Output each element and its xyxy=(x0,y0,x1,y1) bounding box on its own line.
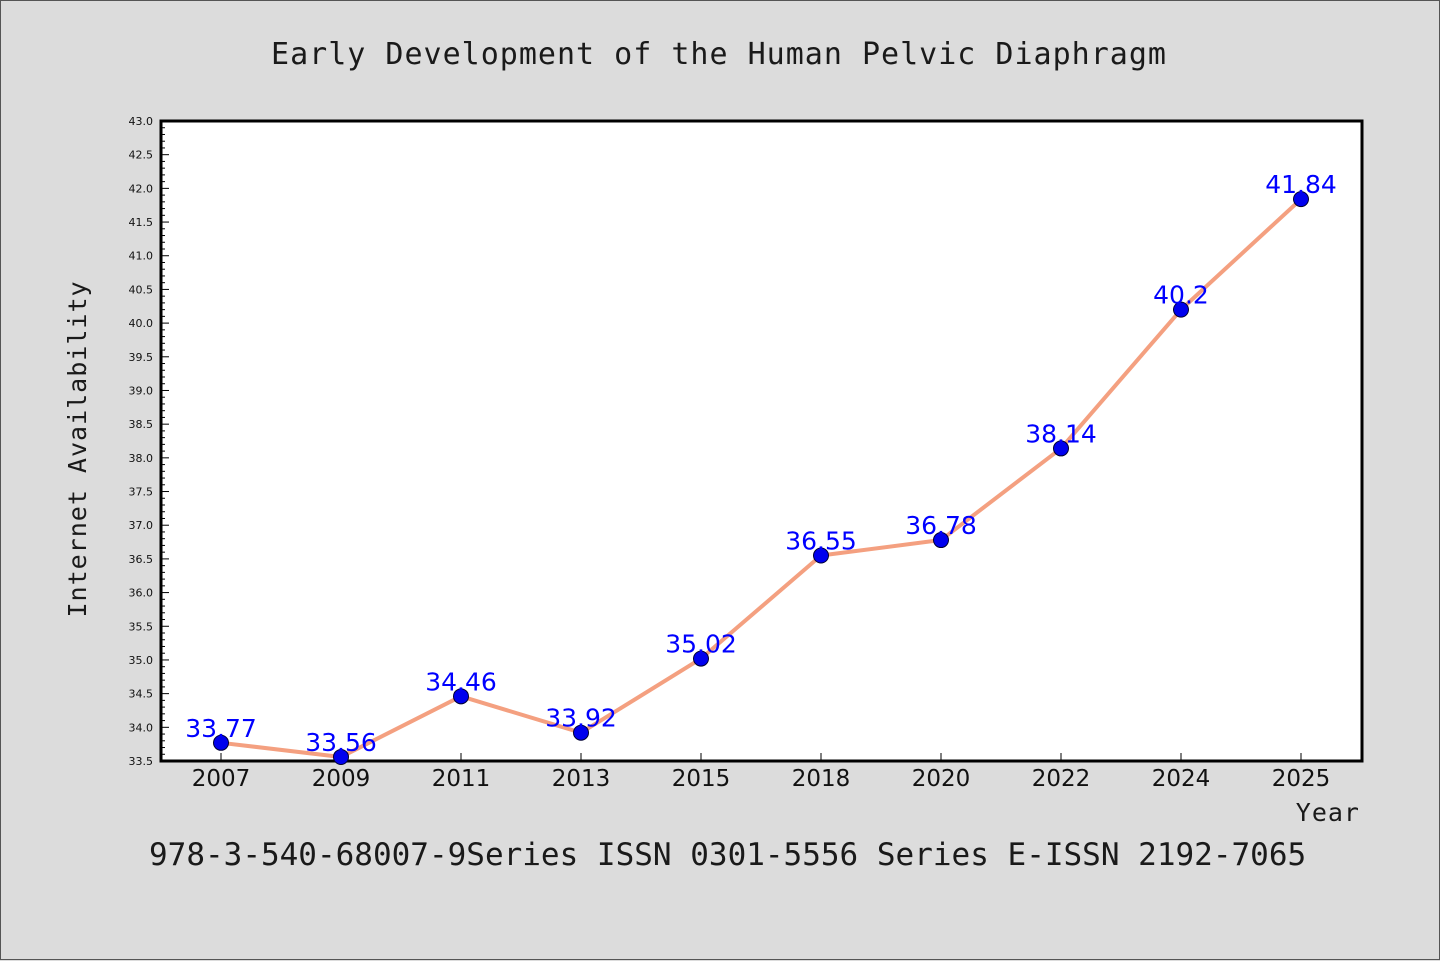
y-tick-label: 35.5 xyxy=(129,620,154,633)
data-label: 40.2 xyxy=(1153,281,1209,310)
x-tick-label: 2015 xyxy=(672,766,731,792)
series-group: 33.77 33.56 34.46 33.92 35.02 36.55 36.78 38.14… xyxy=(185,170,1337,765)
y-tick-label: 43.0 xyxy=(129,115,154,128)
y-tick-label: 37.5 xyxy=(129,486,154,499)
y-axis-ticks: 33.5 34.0 34.5 35.0 35.5 36.0 36.5 37.0 37.5 38.0… xyxy=(129,115,169,768)
data-label: 33.92 xyxy=(545,704,617,733)
y-tick-label: 41.5 xyxy=(129,216,154,229)
data-point xyxy=(1173,301,1189,318)
data-point xyxy=(213,734,229,751)
y-tick-label: 35.0 xyxy=(129,654,154,667)
data-point xyxy=(933,532,949,549)
x-axis-label: Year xyxy=(1296,798,1360,827)
plot-area xyxy=(159,119,1364,763)
data-label: 41.84 xyxy=(1265,170,1337,199)
y-tick-label: 38.5 xyxy=(129,418,154,431)
data-label: 36.78 xyxy=(905,511,977,540)
y-tick-label: 36.5 xyxy=(129,553,154,566)
data-label: 35.02 xyxy=(665,630,737,659)
data-label: 38.14 xyxy=(1025,419,1097,448)
series-line xyxy=(220,197,1303,759)
data-point xyxy=(1053,440,1069,457)
data-label: 34.46 xyxy=(425,667,497,696)
footer-text: 978-3-540-68007-9Series ISSN 0301-5556 S… xyxy=(149,837,1306,873)
x-tick-label: 2018 xyxy=(792,766,851,792)
y-tick-label: 41.0 xyxy=(129,250,154,263)
y-tick-label: 33.5 xyxy=(129,755,154,768)
data-point xyxy=(453,688,469,705)
x-tick-label: 2020 xyxy=(912,766,971,792)
data-label: 33.56 xyxy=(305,728,377,757)
data-label: 33.77 xyxy=(185,714,257,743)
y-tick-label: 40.5 xyxy=(129,283,154,296)
y-tick-label: 36.0 xyxy=(129,587,154,600)
x-tick-label: 2022 xyxy=(1032,766,1091,792)
data-point xyxy=(1293,191,1309,208)
x-tick-label: 2025 xyxy=(1272,766,1331,792)
y-tick-label: 34.5 xyxy=(129,688,154,701)
chart-title: Early Development of the Human Pelvic Di… xyxy=(271,37,1167,72)
y-tick-label: 34.0 xyxy=(129,721,154,734)
y-tick-label: 39.5 xyxy=(129,351,154,364)
x-tick-label: 2024 xyxy=(1152,766,1211,792)
x-tick-label: 2007 xyxy=(192,766,251,792)
data-point xyxy=(693,650,709,667)
y-tick-label: 40.0 xyxy=(129,317,154,330)
x-tick-label: 2009 xyxy=(312,766,371,792)
data-point xyxy=(573,724,589,741)
y-tick-label: 37.0 xyxy=(129,519,154,532)
x-tick-label: 2013 xyxy=(552,766,611,792)
data-point xyxy=(333,748,349,765)
y-tick-label: 38.0 xyxy=(129,452,154,465)
y-tick-label: 39.0 xyxy=(129,384,154,397)
x-axis-ticks: 2007 2009 2011 2013 2015 2018 2020 2022 2024 2025 xyxy=(192,753,1331,792)
y-axis-label: Internet Availability xyxy=(63,280,92,617)
data-label: 36.55 xyxy=(785,527,857,556)
y-tick-label: 42.5 xyxy=(129,149,154,162)
data-point xyxy=(813,547,829,564)
y-tick-label: 42.0 xyxy=(129,182,154,195)
x-tick-label: 2011 xyxy=(432,766,491,792)
